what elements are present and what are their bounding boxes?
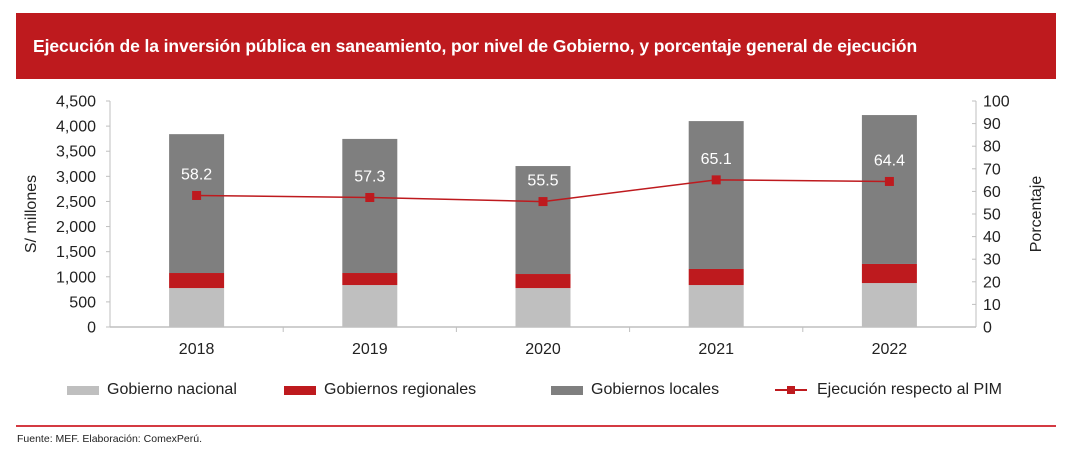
chart-title: Ejecución de la inversión pública en san… <box>33 35 918 56</box>
bars-group <box>169 115 917 327</box>
x-tick-label: 2018 <box>179 341 215 358</box>
chart-area: 05001,0001,5002,0002,5003,0003,5004,0004… <box>23 94 1045 359</box>
right-tick-label: 90 <box>983 116 1001 133</box>
right-tick-label: 20 <box>983 274 1001 291</box>
bar-segment-locales <box>688 121 744 269</box>
bar-segment-regionales <box>342 273 398 286</box>
right-tick-label: 0 <box>983 320 992 337</box>
bar-segment-locales <box>342 138 398 274</box>
legend-label: Gobiernos regionales <box>324 381 477 398</box>
data-label: 55.5 <box>527 173 558 190</box>
bar-segment-locales <box>515 166 571 275</box>
left-tick-label: 4,500 <box>56 94 96 111</box>
left-tick-label: 500 <box>69 294 96 311</box>
x-tick-label: 2020 <box>525 341 561 358</box>
bar-segment-locales <box>861 115 917 264</box>
legend-item-locales: Gobiernos locales <box>551 381 719 399</box>
line-marker <box>538 197 548 207</box>
footer-divider <box>16 425 1056 427</box>
right-tick-label: 100 <box>983 94 1010 111</box>
legend-label: Gobierno nacional <box>107 381 237 398</box>
bar-segment-nacional <box>169 288 225 327</box>
legend-label: Gobiernos locales <box>591 381 720 398</box>
left-tick-label: 3,500 <box>56 144 96 161</box>
left-tick-label: 4,000 <box>56 119 96 136</box>
legend-swatch-nacional <box>67 385 99 395</box>
bar-segment-regionales <box>861 263 917 284</box>
left-tick-label: 2,500 <box>56 194 96 211</box>
source-note: Fuente: MEF. Elaboración: ComexPerú. <box>17 433 203 445</box>
right-tick-label: 40 <box>983 229 1001 246</box>
data-label: 58.2 <box>181 166 212 183</box>
bar-segment-locales <box>169 134 225 274</box>
data-label: 57.3 <box>354 169 385 186</box>
line-marker <box>884 176 894 186</box>
legend-item-nacional: Gobierno nacional <box>67 381 237 399</box>
x-tick-label: 2021 <box>698 341 734 358</box>
x-tick-label: 2022 <box>872 341 908 358</box>
legend: Gobierno nacional Gobiernos regionales G… <box>0 381 1073 401</box>
right-tick-label: 70 <box>983 161 1001 178</box>
legend-item-regionales: Gobiernos regionales <box>284 381 476 399</box>
legend-item-ejecucion: Ejecución respecto al PIM <box>775 381 1002 399</box>
bar-segment-nacional <box>861 283 917 327</box>
right-tick-label: 60 <box>983 184 1001 201</box>
left-tick-label: 2,000 <box>56 219 96 236</box>
data-label: 64.4 <box>874 152 905 169</box>
bar-segment-nacional <box>688 285 744 327</box>
bar-segment-regionales <box>688 268 744 286</box>
bar-segment-regionales <box>169 273 225 289</box>
legend-line-marker-icon <box>775 384 807 396</box>
bar-segment-nacional <box>342 285 398 327</box>
legend-swatch-regionales <box>284 385 316 395</box>
right-tick-label: 10 <box>983 297 1001 314</box>
line-marker <box>192 190 202 200</box>
left-tick-label: 1,000 <box>56 269 96 286</box>
x-axis: 2018 2019 2020 2021 2022 <box>110 326 976 358</box>
legend-label: Ejecución respecto al PIM <box>817 381 1002 398</box>
line-series-group: 58.2 57.3 55.5 65.1 64.4 <box>181 151 905 207</box>
y2-axis-label: Porcentaje <box>1028 176 1045 253</box>
left-axis: 0 500 1,000 1,500 2,000 2,500 3,000 3,500 4,000 4… <box>56 94 111 337</box>
left-tick-label: 3,000 <box>56 169 96 186</box>
title-banner: Ejecución de la inversión pública en san… <box>16 13 1056 79</box>
left-tick-label: 1,500 <box>56 244 96 261</box>
right-tick-label: 30 <box>983 252 1001 269</box>
line-marker <box>365 193 375 203</box>
data-label: 65.1 <box>701 151 732 168</box>
right-tick-label: 80 <box>983 139 1001 156</box>
line-marker <box>711 175 721 185</box>
bar-segment-nacional <box>515 288 571 327</box>
bar-segment-regionales <box>515 274 571 289</box>
legend-swatch-locales <box>551 385 583 395</box>
x-tick-label: 2019 <box>352 341 388 358</box>
right-axis: 0 10 20 30 40 50 60 70 80 90 100 <box>972 94 1010 337</box>
right-tick-label: 50 <box>983 207 1001 224</box>
left-tick-label: 0 <box>87 320 96 337</box>
y-axis-label: S/ millones <box>23 175 40 253</box>
